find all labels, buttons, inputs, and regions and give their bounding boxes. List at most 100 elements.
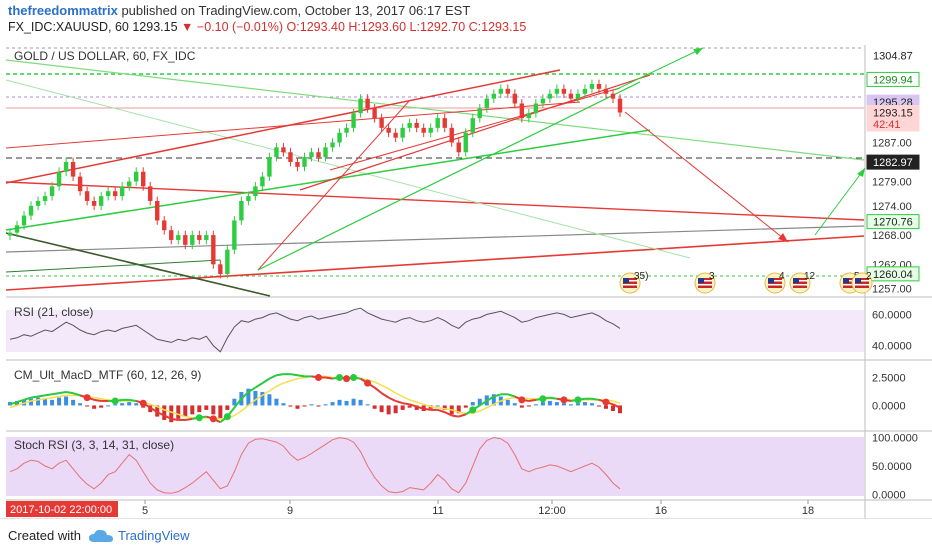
macd-histogram-bar: [71, 399, 76, 406]
macd-cross-dot: [518, 396, 526, 404]
macd-cross-dot: [111, 397, 119, 405]
candle: [414, 118, 419, 133]
us-flag-event-icon[interactable]: 3: [694, 271, 716, 294]
price-label-badge: 42:41: [866, 116, 920, 132]
candle: [267, 152, 272, 181]
bullish-projection-arrow-top: [614, 47, 704, 91]
macd-histogram-bar: [512, 403, 517, 406]
macd-line-segment: [268, 374, 277, 380]
macd-histogram-bar: [575, 403, 580, 406]
macd-line-segment: [395, 400, 403, 405]
candle: [134, 167, 139, 186]
macd-histogram-bar: [246, 388, 251, 406]
macd-line-segment: [451, 414, 459, 418]
macd-histogram-bar: [540, 402, 545, 406]
price-label-text: 1270.76: [873, 217, 913, 229]
price-tick-label: 1279.00: [872, 176, 912, 188]
macd-line-segment: [171, 417, 179, 421]
grey-trendline: [5, 225, 865, 253]
macd-histogram-bar: [547, 400, 552, 406]
candle: [491, 89, 496, 103]
macd-histogram-bar: [351, 398, 356, 406]
candle: [617, 94, 623, 117]
macd-line-segment: [493, 393, 502, 398]
us-flag-event-icon[interactable]: 2: [851, 271, 873, 294]
tradingview-link[interactable]: TradingView: [118, 528, 190, 543]
candle: [379, 113, 384, 133]
price-label-badge: 1282.97: [866, 154, 920, 170]
macd-histogram-bar: [400, 405, 405, 410]
rsi-pane-title: RSI (21, close): [14, 305, 93, 319]
macd-line-segment: [51, 392, 60, 396]
macd-indicator[interactable]: 2.5000 0.0000: [8, 373, 906, 424]
price-pane-title: GOLD / US DOLLAR, 60, FX_IDC: [14, 49, 196, 63]
macd-histogram-bar: [99, 405, 104, 408]
candle: [302, 152, 307, 172]
macd-histogram-bar: [618, 405, 622, 414]
rsi-line: [9, 307, 621, 353]
macd-histogram-bar: [470, 402, 475, 406]
bearish-projection-arrow: [624, 111, 789, 243]
macd-cross-dot: [336, 374, 344, 382]
stoch-rsi-indicator[interactable]: 100.0000 50.0000 0.0000: [9, 433, 918, 502]
candle: [119, 181, 125, 201]
candle: [295, 157, 300, 172]
price-label-text: 1304.87: [873, 50, 913, 62]
stoch-pane-title: Stoch RSI (3, 3, 14, 31, close): [14, 438, 174, 452]
macd-histogram-bar: [127, 402, 132, 406]
candle: [540, 94, 546, 108]
macd-pane[interactable]: [6, 363, 864, 430]
red-pitchfork-line: [257, 99, 411, 271]
candle: [351, 108, 356, 133]
candle: [386, 123, 391, 138]
macd-tick-label: 2.5000: [872, 373, 906, 385]
arrowhead-icon: [857, 168, 865, 177]
macd-line-segment: [528, 398, 537, 402]
candle: [274, 142, 279, 162]
candle: [197, 230, 202, 245]
candle: [547, 89, 553, 103]
price-tick-label: 1274.00: [872, 201, 912, 213]
candle: [449, 123, 454, 147]
macd-histogram-bar: [288, 405, 293, 407]
price-label-text: 1299.94: [873, 74, 913, 86]
candle: [456, 138, 461, 157]
candle: [526, 108, 532, 123]
macd-line-segment: [402, 402, 410, 406]
time-tick-label: 5: [142, 505, 148, 517]
macd-histogram-bar: [435, 405, 440, 407]
candle: [84, 186, 90, 206]
macd-histogram-bar: [64, 396, 69, 406]
us-flag-event-icon[interactable]: 12: [789, 271, 816, 294]
price-pane[interactable]: [6, 45, 864, 296]
candle: [477, 103, 482, 123]
candle: [561, 84, 567, 99]
candle: [246, 191, 251, 206]
macd-line-segment: [149, 406, 158, 413]
price-candles[interactable]: [7, 79, 623, 279]
macd-line-segment: [185, 417, 193, 421]
macd-histogram-bar: [253, 390, 258, 406]
author-link[interactable]: thefreedommatrix: [8, 3, 118, 18]
us-flag-event-icon[interactable]: 35): [619, 271, 648, 294]
candle: [316, 147, 321, 162]
time-axis[interactable]: 5 9 11 12:00 16 18: [142, 500, 814, 517]
rsi-indicator[interactable]: 60.0000 40.0000: [9, 307, 912, 353]
candle: [218, 259, 223, 279]
macd-histogram-bar: [197, 405, 202, 413]
macd-line-segment: [16, 398, 25, 404]
macd-histogram-bar: [218, 405, 223, 419]
macd-histogram-bar: [211, 405, 216, 415]
candle: [568, 89, 574, 103]
macd-histogram-bar: [36, 397, 41, 406]
us-flag-event-icon[interactable]: 4: [764, 271, 786, 294]
macd-histogram-bar: [386, 405, 391, 415]
macd-line-segment: [30, 395, 39, 399]
macd-histogram-bar: [519, 405, 524, 408]
arrowhead-icon: [778, 233, 788, 242]
price-axis[interactable]: 1257.001262.001268.001274.001279.001287.…: [866, 47, 920, 296]
candle: [260, 172, 265, 191]
candle: [28, 201, 34, 220]
economic-events[interactable]: 35)341252: [619, 271, 873, 294]
